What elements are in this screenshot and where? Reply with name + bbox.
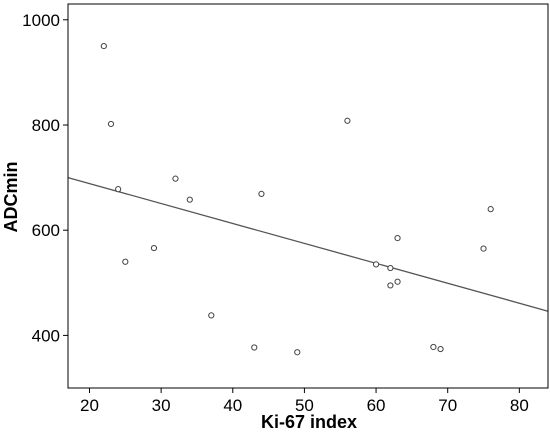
x-tick-label: 80 (510, 396, 529, 415)
x-tick-label: 70 (438, 396, 457, 415)
axes (67, 3, 549, 389)
data-point (437, 345, 444, 353)
data-point (480, 245, 487, 252)
data-point (294, 349, 301, 356)
x-tick-label: 30 (152, 396, 171, 415)
data-point (100, 42, 107, 50)
data-point (344, 117, 351, 124)
data-point (172, 175, 179, 182)
data-point (387, 264, 394, 272)
data-point (150, 244, 158, 252)
y-tick-label: 400 (32, 326, 60, 345)
plot-area (67, 42, 549, 356)
x-axis-title: Ki-67 index (261, 412, 357, 432)
y-axis-title: ADCmin (1, 162, 21, 233)
fit-line (67, 176, 549, 312)
x-axis-ticks: 20 30 40 50 60 70 80 (80, 388, 529, 415)
y-tick-label: 1000 (22, 11, 60, 30)
x-tick-label: 50 (295, 396, 314, 415)
data-point (372, 261, 380, 268)
data-point (208, 312, 215, 319)
data-point (107, 120, 115, 128)
y-tick-label: 800 (32, 116, 60, 135)
data-point (258, 190, 265, 197)
data-point (430, 343, 437, 351)
plot-frame (67, 3, 549, 389)
y-axis-ticks: 400 600 800 1000 (22, 11, 68, 345)
data-point (387, 282, 394, 289)
data-point (394, 234, 401, 242)
data-point (394, 278, 401, 285)
data-point (115, 186, 122, 193)
y-tick-label: 600 (32, 221, 60, 240)
x-tick-label: 40 (223, 396, 242, 415)
data-point (487, 206, 494, 213)
x-tick-label: 20 (80, 396, 99, 415)
x-tick-label: 60 (367, 396, 386, 415)
data-point (122, 258, 129, 265)
data-point (186, 196, 193, 203)
data-point (251, 344, 258, 351)
